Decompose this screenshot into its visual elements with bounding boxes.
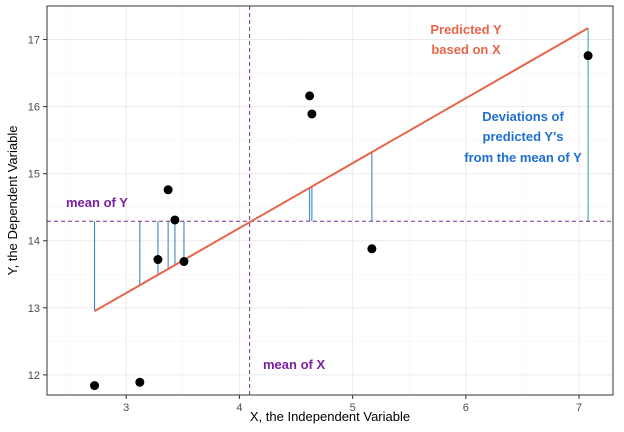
x-tick-label: 3 [123, 402, 129, 414]
x-tick-label: 7 [576, 402, 582, 414]
x-axis-ticks: 3 4 5 6 7 [123, 395, 582, 414]
data-point [135, 377, 145, 387]
data-point [170, 215, 180, 225]
grid [47, 6, 613, 395]
data-point [367, 244, 377, 254]
mean-of-x-label: mean of X [263, 357, 325, 372]
x-tick-label: 6 [463, 402, 469, 414]
data-point [307, 109, 317, 119]
data-point [583, 51, 593, 61]
data-points [90, 51, 593, 391]
y-tick-label: 15 [28, 169, 40, 181]
deviations-label-line3: from the mean of Y [464, 150, 582, 165]
regression-line [94, 27, 589, 313]
y-tick-label: 17 [28, 35, 40, 47]
data-point [305, 91, 315, 101]
data-point [153, 255, 163, 265]
x-tick-label: 4 [236, 402, 242, 414]
y-tick-label: 12 [28, 370, 40, 382]
predicted-y-label-line1: Predicted Y [430, 22, 502, 37]
mean-lines [47, 6, 613, 395]
predicted-y-label-line2: based on X [431, 42, 501, 57]
y-axis-ticks: 12 13 14 15 16 17 [28, 35, 47, 382]
mean-of-y-label: mean of Y [66, 195, 128, 210]
y-tick-label: 14 [28, 236, 40, 248]
x-axis-title: X, the Independent Variable [250, 409, 410, 424]
deviations-label-line1: Deviations of [482, 109, 564, 124]
deviation-segments [94, 28, 589, 312]
y-tick-label: 16 [28, 102, 40, 114]
x-tick-label: 5 [350, 402, 356, 414]
panel-border [46, 5, 614, 396]
y-tick-label: 13 [28, 303, 40, 315]
data-point [179, 257, 189, 267]
y-axis-title: Y, the Dependent Variable [5, 126, 20, 276]
deviations-label-line2: predicted Y's [483, 129, 564, 144]
data-point [163, 185, 173, 195]
regression-line-group [94, 27, 589, 313]
data-point [90, 381, 100, 391]
